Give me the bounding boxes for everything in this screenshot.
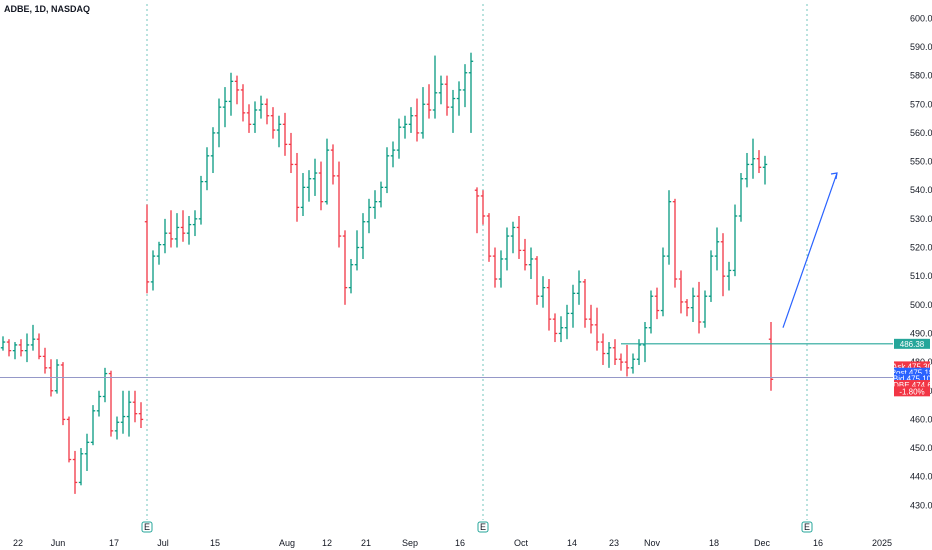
y-tick-label: 580.00 (910, 71, 932, 81)
x-tick-label: 21 (361, 538, 371, 548)
x-tick-label: Dec (754, 538, 771, 548)
event-marker (477, 521, 489, 533)
y-tick-label: 440.00 (910, 472, 932, 482)
event-label: E (804, 522, 810, 532)
price-tag-label-post: Post 475.18 (891, 369, 932, 378)
symbol-label: ADBE, 1D, NASDAQ (4, 4, 90, 14)
x-tick-label: 16 (455, 538, 465, 548)
y-tick-label: 430.00 (910, 500, 932, 510)
price-tag-ask (894, 361, 930, 372)
x-tick-label: 15 (210, 538, 220, 548)
price-tag-label-bid: Bid 475.10 (893, 375, 932, 384)
trend-arrow-line (782, 172, 838, 328)
y-tick-label: 520.00 (910, 243, 932, 253)
y-tick-label: 530.00 (910, 214, 932, 224)
price-tag-label-ask: Ask 475.30 (892, 362, 932, 371)
x-tick-label: 22 (13, 538, 23, 548)
x-tick-label: 2025 (872, 538, 892, 548)
price-tag-change (894, 386, 930, 397)
price-line-tag (894, 338, 930, 349)
bars-layer (0, 52, 774, 494)
price-tag-label-adbe: ADBE 474.63 (888, 381, 932, 390)
price-tag-label-change: -1.80% (899, 387, 924, 396)
price-line-tag-label: 486.38 (900, 340, 925, 349)
event-marker (141, 521, 153, 533)
event-marker (801, 521, 813, 533)
lines-layer (0, 172, 893, 378)
y-tick-label: 600.00 (910, 13, 932, 23)
y-tick-label: 460.00 (910, 414, 932, 424)
x-tick-label: 18 (709, 538, 719, 548)
price-tag-adbe (894, 380, 930, 391)
x-tick-label: Sep (402, 538, 418, 548)
y-tick-label: 570.00 (910, 99, 932, 109)
y-tick-label: 590.00 (910, 42, 932, 52)
x-tick-label: 14 (567, 538, 577, 548)
price-tag-bid (894, 373, 930, 384)
y-tick-label: 510.00 (910, 271, 932, 281)
x-tick-label: 17 (109, 538, 119, 548)
y-tick-label: 560.00 (910, 128, 932, 138)
y-tick-label: 550.00 (910, 157, 932, 167)
price-tag-post (894, 367, 930, 378)
event-label: E (480, 522, 486, 532)
x-tick-label: Jul (157, 538, 169, 548)
x-tick-label: 12 (322, 538, 332, 548)
x-tick-label: Aug (279, 538, 295, 548)
x-tick-label: Jun (51, 538, 66, 548)
event-label: E (144, 522, 150, 532)
x-tick-label: 23 (609, 538, 619, 548)
y-tick-label: 540.00 (910, 185, 932, 195)
x-tick-label: 16 (813, 538, 823, 548)
axis-layer: 430.00440.00450.00460.00470.00480.00490.… (13, 13, 932, 548)
x-tick-label: Nov (644, 538, 661, 548)
y-tick-label: 450.00 (910, 443, 932, 453)
y-tick-label: 490.00 (910, 328, 932, 338)
trend-arrow-head (830, 172, 838, 180)
y-tick-label: 500.00 (910, 300, 932, 310)
x-tick-label: Oct (514, 538, 529, 548)
